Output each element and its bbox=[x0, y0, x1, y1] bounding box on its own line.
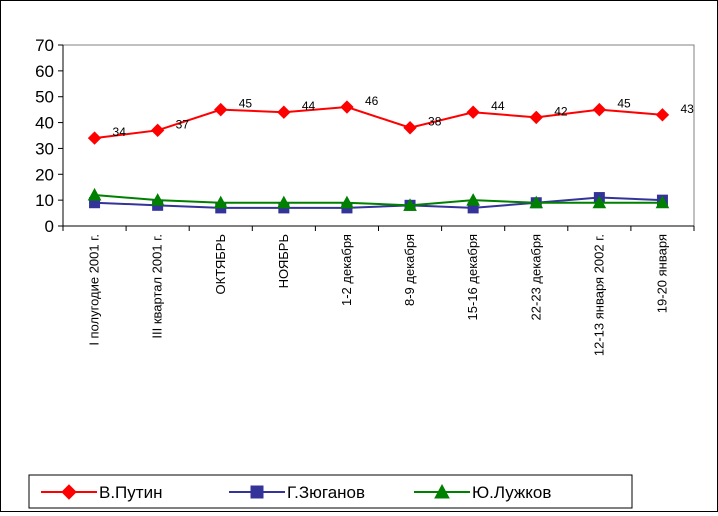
y-tick-label: 40 bbox=[35, 114, 54, 133]
data-point bbox=[592, 102, 607, 117]
y-tick-label: 60 bbox=[35, 62, 54, 81]
y-tick-label: 70 bbox=[35, 36, 54, 55]
data-label: 45 bbox=[617, 97, 631, 111]
data-point bbox=[529, 110, 543, 125]
data-point bbox=[403, 198, 417, 211]
y-axis: 0 10 20 30 40 50 60 70 bbox=[35, 36, 64, 236]
legend-label: Г.Зюганов bbox=[287, 483, 365, 502]
data-label: 42 bbox=[554, 104, 568, 118]
legend: В.Путин Г.Зюганов Ю.Лужков bbox=[28, 474, 633, 509]
series-line bbox=[94, 193, 663, 207]
x-tick-label: 12-13 января 2002 г. bbox=[591, 234, 606, 356]
x-tick-label: III квартал 2001 г. bbox=[150, 234, 165, 339]
series-layer bbox=[87, 100, 670, 214]
x-axis: I полугодие 2001 г. III квартал 2001 г. ОК… bbox=[62, 225, 695, 356]
data-point bbox=[277, 105, 291, 119]
data-point bbox=[403, 121, 417, 135]
data-point bbox=[214, 102, 228, 117]
series-2 bbox=[87, 187, 670, 211]
data-label: 38 bbox=[428, 115, 442, 129]
data-point bbox=[466, 105, 480, 119]
data-labels: 34 37 45 44 46 38 44 42 45 43 bbox=[113, 94, 695, 139]
legend-box bbox=[28, 474, 633, 509]
data-point bbox=[340, 100, 354, 114]
legend-item: Г.Зюганов bbox=[229, 483, 365, 502]
data-point bbox=[87, 187, 102, 201]
data-point bbox=[592, 195, 607, 209]
x-tick-label: 22-23 декабря bbox=[528, 234, 543, 320]
x-tick-label: НОЯБРЬ bbox=[276, 234, 291, 288]
data-point bbox=[340, 195, 354, 209]
legend-marker bbox=[61, 484, 77, 500]
data-label: 45 bbox=[239, 97, 253, 111]
plot-area bbox=[62, 44, 695, 227]
series-0 bbox=[87, 100, 670, 145]
data-label: 43 bbox=[680, 102, 694, 116]
legend-item: В.Путин bbox=[41, 483, 162, 502]
data-point bbox=[466, 193, 480, 206]
y-tick-label: 0 bbox=[45, 217, 54, 236]
series-line bbox=[94, 196, 663, 209]
x-tick-label: 19-20 января bbox=[654, 234, 669, 313]
data-point bbox=[655, 108, 670, 122]
y-tick-label: 50 bbox=[35, 88, 54, 107]
data-point bbox=[150, 123, 165, 138]
legend-item: Ю.Лужков bbox=[414, 483, 551, 502]
legend-marker bbox=[434, 483, 450, 499]
plot-border bbox=[62, 44, 695, 227]
x-tick-label: 1-2 декабря bbox=[339, 234, 354, 306]
y-tick-label: 30 bbox=[35, 139, 54, 158]
x-tick-label: 15-16 декабря bbox=[465, 234, 480, 320]
legend-label: Ю.Лужков bbox=[472, 483, 551, 502]
y-tick-label: 20 bbox=[35, 165, 54, 184]
series-line bbox=[94, 106, 663, 140]
data-point bbox=[150, 193, 165, 206]
data-label: 37 bbox=[176, 117, 190, 131]
legend-label: В.Путин bbox=[99, 483, 162, 502]
data-label: 44 bbox=[302, 99, 316, 113]
data-point bbox=[213, 195, 228, 209]
x-tick-label: I полугодие 2001 г. bbox=[87, 234, 102, 346]
x-tick-label: ОКТЯБРЬ bbox=[213, 234, 228, 294]
data-point bbox=[655, 195, 670, 209]
data-label: 34 bbox=[113, 125, 127, 139]
data-point bbox=[277, 195, 291, 209]
data-label: 44 bbox=[491, 99, 505, 113]
legend-marker bbox=[250, 485, 264, 499]
data-point bbox=[529, 195, 544, 209]
data-label: 46 bbox=[365, 94, 379, 108]
y-tick-label: 10 bbox=[35, 191, 54, 210]
data-point bbox=[87, 131, 102, 145]
x-tick-label: 8-9 декабря bbox=[402, 234, 417, 306]
